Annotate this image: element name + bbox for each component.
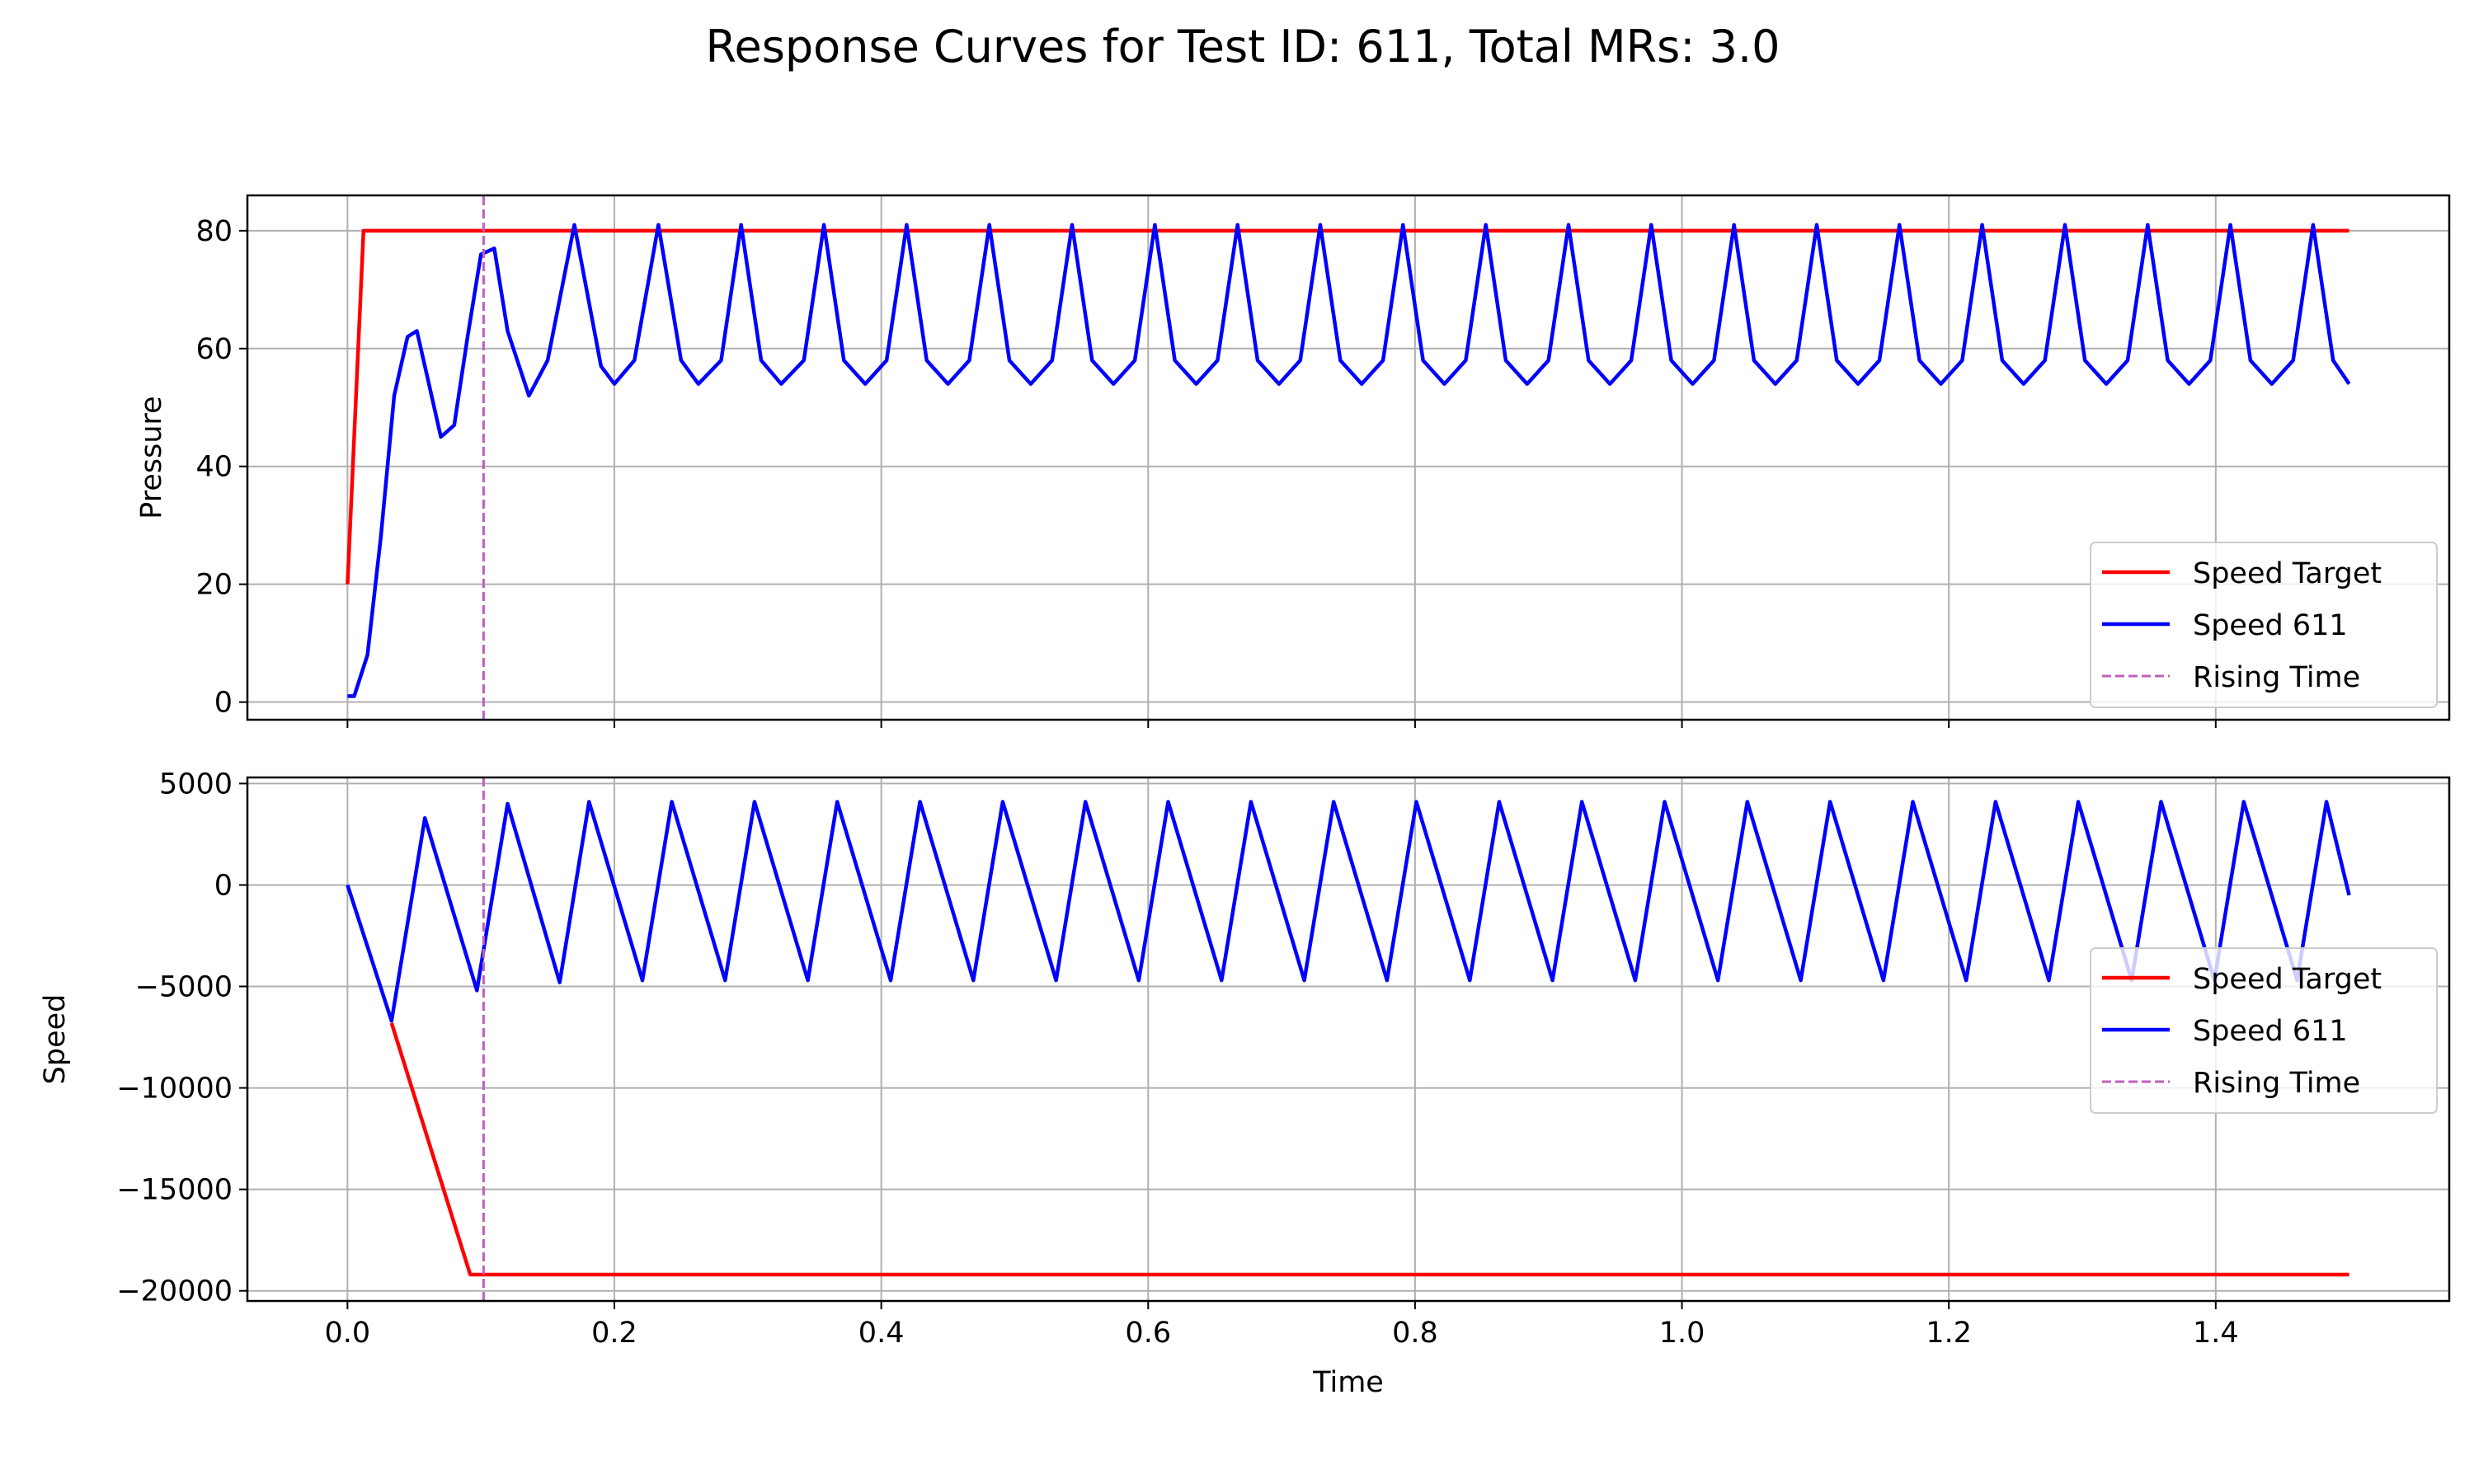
x-tick-label: 0.0 xyxy=(325,1317,371,1350)
legend-frame xyxy=(2090,542,2438,708)
series-line-speed-611 xyxy=(346,800,2351,1023)
x-axis-label: Time xyxy=(1312,1366,1384,1399)
x-tick-label: 1.0 xyxy=(1659,1317,1705,1350)
y-tick-label: 0 xyxy=(214,869,233,902)
x-tick-label: 0.8 xyxy=(1392,1317,1438,1350)
speed-subplot: 0.0 0.2 0.4 0.6 0.8 1.0 1.2 1.4 −20000 −15000 −100… xyxy=(39,768,2451,1399)
legend-label: Speed Target xyxy=(2193,963,2382,996)
legend-label: Speed 611 xyxy=(2193,1015,2348,1048)
y-tick-label: −10000 xyxy=(116,1073,233,1106)
x-tick-label: 0.6 xyxy=(1125,1317,1171,1350)
x-tick-label: 0.4 xyxy=(858,1317,905,1350)
legend-frame xyxy=(2090,947,2438,1114)
y-tick-label: 20 xyxy=(195,569,233,602)
series-line-speed-611 xyxy=(347,223,2351,698)
y-tick-label: −15000 xyxy=(116,1174,233,1207)
y-tick-label: 0 xyxy=(214,687,233,720)
y-tick-label: −20000 xyxy=(116,1275,233,1308)
y-axis-label: Pressure xyxy=(135,396,168,519)
x-tick-label: 0.2 xyxy=(591,1317,637,1350)
legend-label: Rising Time xyxy=(2193,661,2360,694)
legend: Speed Target Speed 611 Rising Time xyxy=(2090,947,2438,1114)
y-tick-label: 40 xyxy=(195,451,233,484)
series-line-speed-target xyxy=(389,1022,2349,1277)
axes-frame xyxy=(246,194,2451,721)
legend: Speed Target Speed 611 Rising Time xyxy=(2090,542,2438,708)
y-axis-label: Speed xyxy=(39,994,72,1085)
legend-label: Speed Target xyxy=(2193,557,2382,590)
x-tick-label: 1.2 xyxy=(1926,1317,1972,1350)
series-line-speed-target xyxy=(346,228,2349,585)
figure-title: Response Curves for Test ID: 611, Total … xyxy=(705,21,1780,73)
y-tick-label: 60 xyxy=(195,333,233,366)
axes-frame xyxy=(246,776,2451,1303)
x-tick-label: 1.4 xyxy=(2193,1317,2239,1350)
legend-label: Speed 611 xyxy=(2193,609,2348,642)
y-tick-label: 5000 xyxy=(159,768,233,801)
legend-label: Rising Time xyxy=(2193,1067,2360,1100)
pressure-subplot: 0 20 40 60 80 Pressure Speed Target Speed 611 Ri… xyxy=(135,194,2451,728)
y-tick-label: 80 xyxy=(195,215,233,248)
y-tick-label: −5000 xyxy=(135,971,233,1004)
